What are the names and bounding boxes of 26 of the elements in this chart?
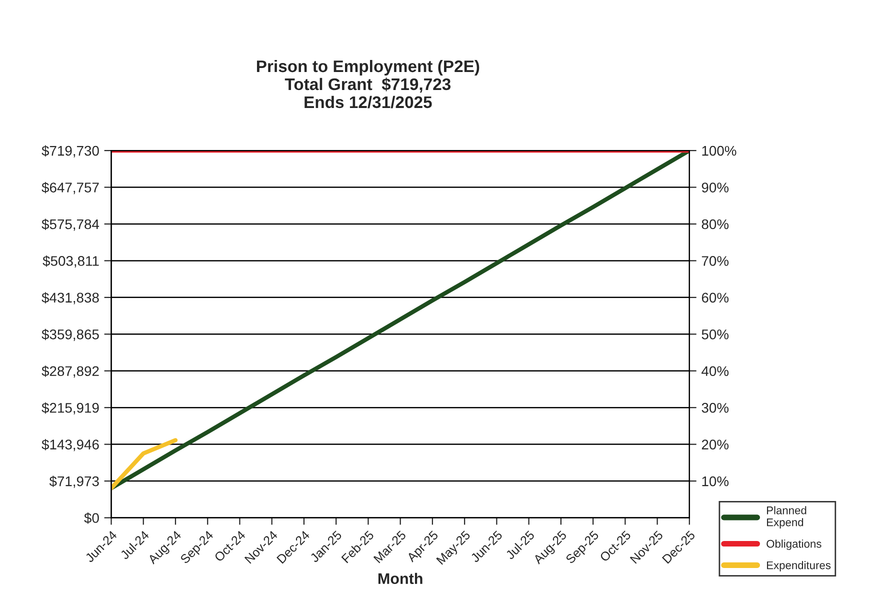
y2-tick-label: 100% [702,146,736,156]
y2-tick-label: 60% [702,292,729,303]
x-axis-title: Month [378,572,422,584]
y-tick-label: $503,811 [42,255,99,268]
y-tick-label: $71,973 [49,476,99,488]
y-tick-label: $0 [84,512,99,524]
chart-title: Prison to Employment (P2E) Total Grant $719,723 Ends 12/31/2025 [256,60,480,108]
legend-label: Planned Expend [767,506,806,528]
y2-tick-label: 70% [702,256,729,266]
y2-tick-label: 40% [702,366,729,376]
y-tick-label: $647,757 [42,182,99,194]
y-tick-label: $575,784 [42,218,100,231]
legend-label: Expenditures [767,561,831,572]
y-tick-label: $359,865 [42,328,99,341]
y-tick-label: $215,919 [42,402,99,414]
y2-tick-label: 20% [702,440,729,450]
y-tick-label: $719,730 [42,145,99,158]
y2-tick-label: 10% [702,476,729,486]
y2-tick-label: 30% [702,402,729,413]
legend-label: Obligations [766,540,822,550]
y2-tick-label: 90% [702,182,729,192]
y-tick-label: $431,838 [42,292,99,304]
y-tick-label: $287,892 [42,366,99,378]
y2-tick-label: 80% [702,219,729,230]
y-tick-label: $143,946 [42,439,99,452]
y2-tick-label: 50% [702,329,729,340]
